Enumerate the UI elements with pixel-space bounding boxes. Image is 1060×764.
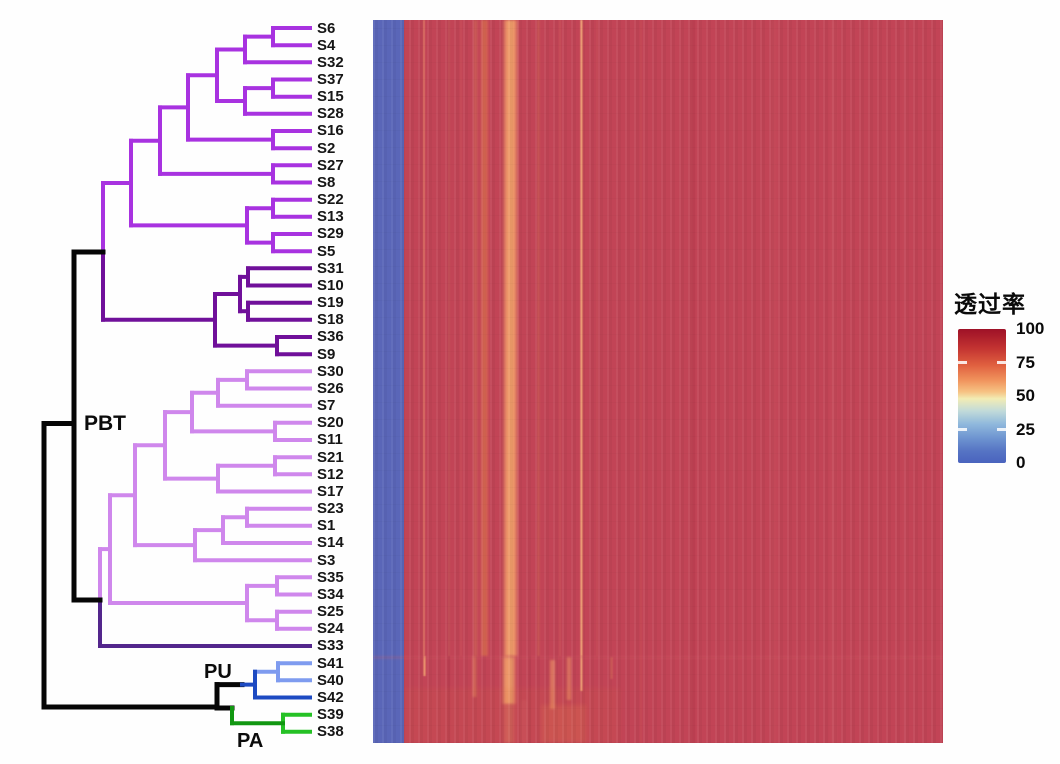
colorbar: [958, 329, 1006, 463]
heatmap-patch: [373, 656, 943, 659]
heatmap-patch: [405, 688, 620, 743]
cluster-label-pbt: PBT: [84, 412, 126, 435]
leaf-label: S33: [317, 637, 344, 655]
leaf-label: S24: [317, 620, 344, 638]
leaf-label: S8: [317, 173, 336, 191]
colorbar-tick-mark: [958, 361, 967, 364]
colorbar-tick-mark: [997, 361, 1006, 364]
leaf-label: S20: [317, 414, 344, 432]
leaf-label: S1: [317, 517, 336, 535]
heatmap-low-transmittance-band: [373, 20, 404, 743]
leaf-label: S18: [317, 311, 344, 329]
leaf-label: S35: [317, 568, 344, 586]
colorbar-tick-label: 0: [1016, 453, 1026, 472]
leaf-label: S36: [317, 328, 344, 346]
leaf-label: S37: [317, 70, 344, 88]
leaf-label: S26: [317, 379, 344, 397]
legend-title: 透过率: [954, 291, 1026, 317]
leaf-label: S16: [317, 122, 344, 140]
leaf-label: S14: [317, 534, 344, 552]
heatmap-absorption-streak: [902, 20, 908, 743]
heatmap-absorption-streak: [548, 660, 556, 709]
heatmap-absorption-streak: [501, 20, 519, 656]
leaf-label: S19: [317, 294, 344, 312]
leaf-label: S13: [317, 208, 344, 226]
leaf-label: S42: [317, 688, 344, 706]
heatmap-absorption-streak: [529, 656, 531, 743]
heatmap-texture: [373, 20, 943, 743]
heatmap-absorption-streak: [423, 20, 425, 656]
heatmap-absorption-streak: [640, 20, 642, 743]
heatmap-absorption-streak: [768, 20, 778, 743]
leaf-label: S34: [317, 585, 344, 603]
heatmap-base: [373, 20, 943, 743]
heatmap-absorption-streak: [479, 20, 489, 656]
heatmap-absorption-streak: [579, 20, 583, 656]
leaf-label: S15: [317, 88, 344, 106]
leaf-label: S9: [317, 345, 336, 363]
leaf-label: S40: [317, 671, 344, 689]
colorbar-tick-label: 25: [1016, 419, 1035, 439]
leaf-label: S10: [317, 276, 344, 294]
leaf-label: S6: [317, 19, 336, 37]
heatmap-absorption-streak: [536, 20, 540, 656]
leaf-label: S2: [317, 139, 336, 157]
heatmap-absorption-streak: [579, 656, 583, 691]
leaf-label: S27: [317, 156, 344, 174]
leaf-label: S12: [317, 465, 344, 483]
leaf-label: S30: [317, 362, 344, 380]
leaf-label: S41: [317, 654, 344, 672]
leaf-label: S3: [317, 551, 336, 569]
leaf-label: S5: [317, 242, 336, 260]
heatmap-absorption-streak: [460, 20, 462, 656]
leaf-label: S22: [317, 191, 344, 209]
colorbar-tick-label: 50: [1016, 386, 1035, 405]
heatmap-absorption-streak: [596, 20, 598, 656]
leaf-label: S32: [317, 53, 344, 71]
colorbar-tick-label: 100: [1016, 319, 1045, 338]
colorbar-legend: 透过率 100 75 50 25 0: [948, 285, 1060, 495]
heatmap-absorption-streak: [422, 656, 426, 676]
leaf-label: S21: [317, 448, 344, 466]
leaf-label: S28: [317, 105, 344, 123]
heatmap-absorption-streak: [559, 20, 561, 656]
heatmap-absorption-streak: [828, 20, 838, 743]
leaf-label: S4: [317, 36, 336, 54]
leaf-label: S23: [317, 500, 344, 518]
cluster-label-pa: PA: [237, 730, 264, 752]
heatmap: [373, 20, 943, 743]
heatmap-absorption-streak: [693, 20, 695, 743]
leaf-label: S38: [317, 723, 344, 741]
leaf-label: S7: [317, 397, 336, 415]
heatmap-patch: [541, 705, 586, 743]
heatmap-absorption-streak: [471, 656, 477, 697]
leaf-label: S31: [317, 259, 344, 277]
heatmap-absorption-streak: [448, 20, 450, 656]
colorbar-tick-label: 75: [1016, 352, 1035, 372]
heatmap-absorption-streak: [472, 20, 478, 656]
colorbar-tick-mark: [958, 428, 967, 431]
leaf-label: S29: [317, 225, 344, 243]
heatmap-absorption-streak: [501, 656, 517, 704]
cluster-label-pu: PU: [204, 661, 232, 683]
heatmap-absorption-streak: [566, 657, 572, 700]
heatmap-absorption-streak: [502, 704, 516, 743]
heatmap-absorption-streak: [609, 657, 613, 679]
heatmap-absorption-streak: [448, 656, 450, 743]
leaf-label: S25: [317, 603, 344, 621]
leaf-label: S11: [317, 431, 343, 449]
colorbar-tick-mark: [997, 428, 1006, 431]
leaf-label: S39: [317, 706, 344, 724]
heatmap-absorption-streak: [520, 700, 528, 743]
dendrogram-svg: [41, 26, 312, 734]
leaf-label: S17: [317, 482, 344, 500]
